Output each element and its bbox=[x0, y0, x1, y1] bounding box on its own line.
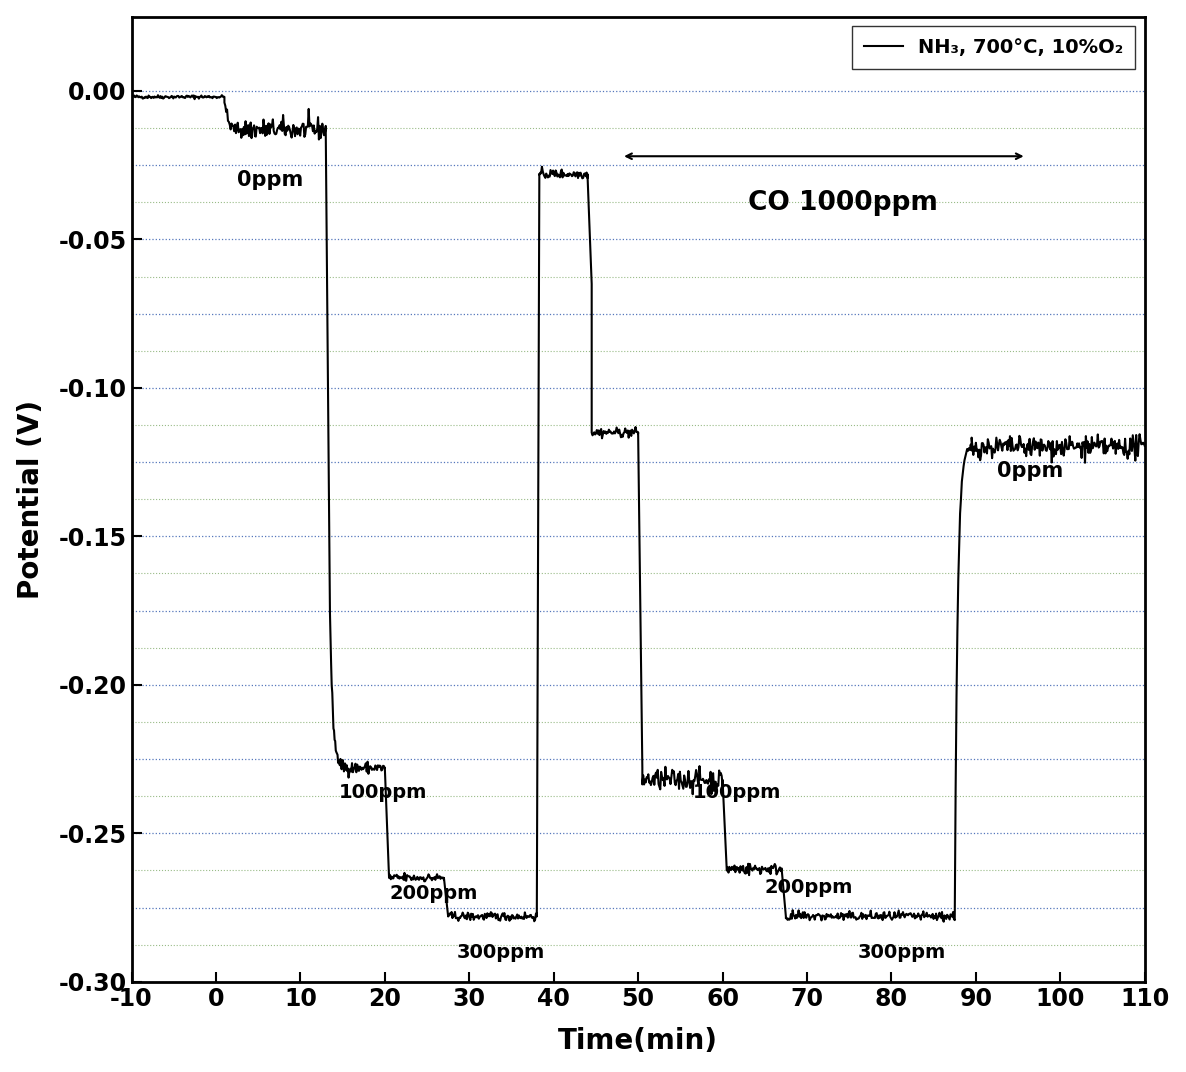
Text: 100ppm: 100ppm bbox=[338, 783, 427, 802]
Text: 200ppm: 200ppm bbox=[389, 883, 478, 903]
Text: 0ppm: 0ppm bbox=[237, 170, 304, 190]
Text: 300ppm: 300ppm bbox=[457, 943, 544, 962]
Text: 100ppm: 100ppm bbox=[693, 783, 782, 802]
X-axis label: Time(min): Time(min) bbox=[559, 1027, 719, 1055]
Text: 200ppm: 200ppm bbox=[765, 878, 853, 896]
Text: 0ppm: 0ppm bbox=[997, 461, 1063, 481]
Y-axis label: Potential (V): Potential (V) bbox=[17, 400, 45, 599]
Text: 300ppm: 300ppm bbox=[857, 943, 946, 962]
Legend: NH₃, 700°C, 10%O₂: NH₃, 700°C, 10%O₂ bbox=[852, 27, 1135, 69]
Text: CO 1000ppm: CO 1000ppm bbox=[748, 190, 938, 215]
